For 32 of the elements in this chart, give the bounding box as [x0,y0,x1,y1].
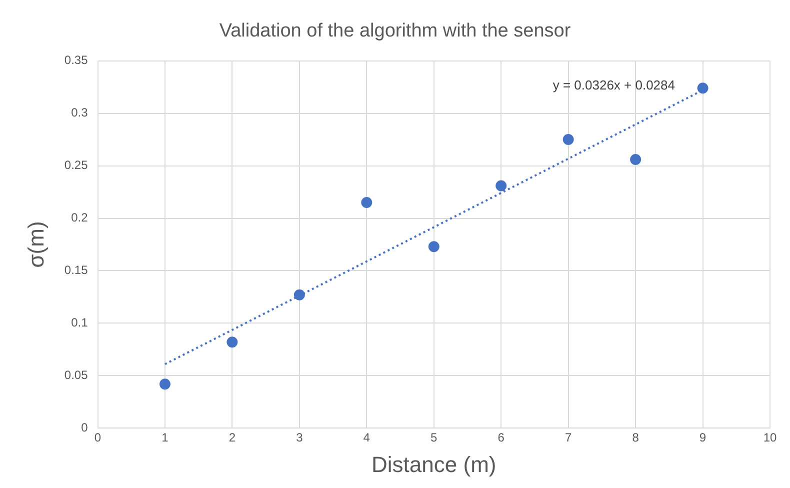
y-tick-label: 0.35 [64,53,88,68]
x-tick-label: 8 [632,430,640,445]
y-tick-label: 0.2 [71,210,88,225]
x-tick-label: 9 [699,430,706,445]
chart-title: Validation of the algorithm with the sensor [219,20,572,42]
x-tick-label: 5 [430,430,438,445]
y-axis-title: σ(m) [23,221,48,268]
x-tick-label: 7 [564,430,572,445]
y-tick-label: 0.05 [64,368,88,382]
y-tick-label: 0.15 [64,263,88,278]
x-tick-label: 4 [363,430,370,445]
annotation: y = 0.0326x + 0.0284 [552,77,675,92]
x-tick-label: 6 [498,430,505,445]
x-tick-label: 1 [162,430,169,445]
point [630,154,642,165]
y-tick-label: 0.25 [64,158,88,172]
point [697,82,708,94]
x-axis-title: Distance (m) [372,452,496,477]
point [562,134,574,146]
point [159,378,170,390]
point [496,180,507,192]
x-tick-label: 2 [228,430,236,445]
y-tick-label: 0.1 [71,316,88,330]
y-tick-label: 0.3 [71,106,88,120]
x-tick-label: 0 [94,430,102,445]
point [361,197,372,208]
point [294,289,305,300]
x-tick-label: 3 [296,430,304,445]
point [226,336,238,348]
x-tick-label: 10 [763,430,777,445]
point [428,241,440,252]
y-tick-label: 0 [81,420,88,435]
